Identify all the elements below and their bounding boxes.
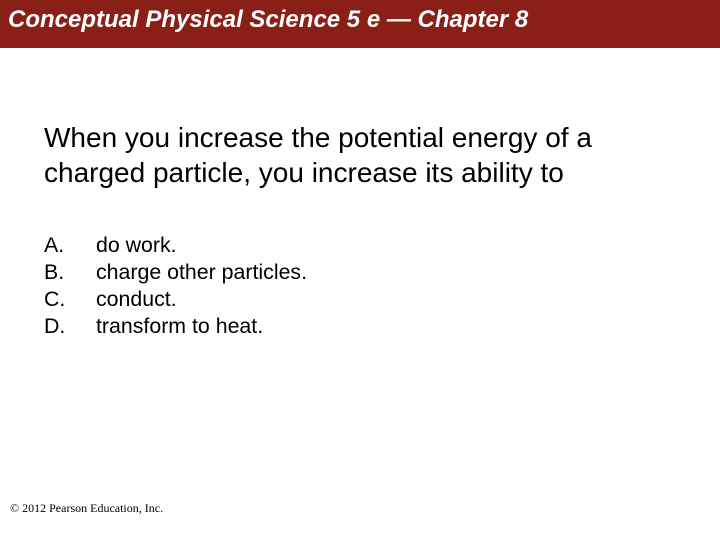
- option-row: D. transform to heat.: [44, 313, 307, 340]
- header-bar: Conceptual Physical Science 5 e — Chapte…: [0, 0, 720, 48]
- options-table: A. do work. B. charge other particles. C…: [44, 232, 307, 340]
- options-block: A. do work. B. charge other particles. C…: [0, 232, 720, 340]
- copyright-text: © 2012 Pearson Education, Inc.: [10, 501, 163, 516]
- option-row: C. conduct.: [44, 286, 307, 313]
- header-title: Conceptual Physical Science 5 e — Chapte…: [8, 6, 528, 33]
- option-row: B. charge other particles.: [44, 259, 307, 286]
- option-letter: B.: [44, 259, 96, 286]
- option-text: conduct.: [96, 286, 307, 313]
- option-letter: A.: [44, 232, 96, 259]
- question-text: When you increase the potential energy o…: [44, 120, 676, 190]
- option-letter: C.: [44, 286, 96, 313]
- option-text: do work.: [96, 232, 307, 259]
- option-letter: D.: [44, 313, 96, 340]
- option-text: transform to heat.: [96, 313, 307, 340]
- option-text: charge other particles.: [96, 259, 307, 286]
- option-row: A. do work.: [44, 232, 307, 259]
- question-block: When you increase the potential energy o…: [0, 120, 720, 190]
